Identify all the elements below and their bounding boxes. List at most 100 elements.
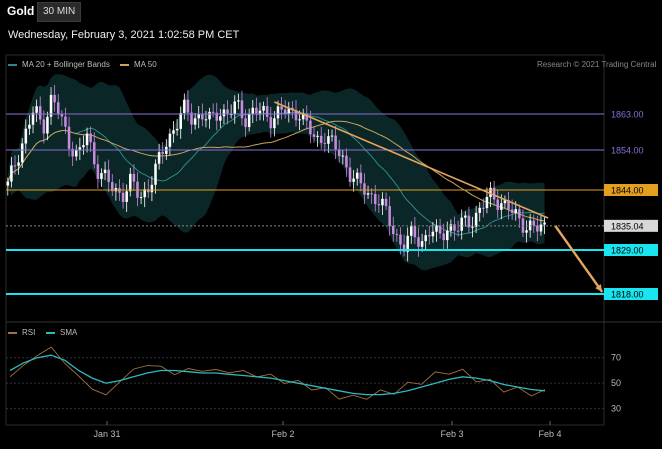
candle-body xyxy=(464,215,467,218)
candle-body xyxy=(193,118,197,125)
rsi-tick-30: 30 xyxy=(611,404,621,414)
candle-body xyxy=(442,233,445,241)
candle-body xyxy=(532,220,536,226)
level-tag-1829.00 xyxy=(604,244,658,256)
candle-body xyxy=(204,119,208,121)
candle-body xyxy=(265,105,269,117)
candle-body xyxy=(482,207,485,209)
legend-sma-label: SMA xyxy=(60,328,78,337)
candle-body xyxy=(334,135,337,150)
ma50-line xyxy=(7,120,545,222)
candle-body xyxy=(377,204,381,206)
candle-body xyxy=(20,143,24,163)
x-tick-label: Jan 31 xyxy=(93,429,120,439)
candle-body xyxy=(121,192,125,202)
research-credit: Research © 2021 Trading Central xyxy=(537,60,657,69)
candle-body xyxy=(255,107,258,114)
candle-body xyxy=(157,152,161,164)
candle-body xyxy=(420,241,424,247)
candle-body xyxy=(500,203,503,210)
candle-body xyxy=(273,118,276,129)
candlesticks xyxy=(6,84,546,262)
candle-body xyxy=(147,189,150,193)
candle-body xyxy=(474,212,478,227)
legend-bollinger-swatch xyxy=(8,63,17,66)
candle-body xyxy=(496,199,499,210)
candle-body xyxy=(17,162,20,166)
candle-body xyxy=(67,126,71,149)
candle-body xyxy=(89,133,92,143)
candle-body xyxy=(323,142,327,144)
candle-body xyxy=(150,184,154,193)
candle-body xyxy=(35,106,38,113)
candle-body xyxy=(413,225,417,238)
candle-body xyxy=(107,169,110,183)
candle-body xyxy=(327,136,330,144)
time-axis: Jan 31 Feb 2 Feb 3 Feb 4 xyxy=(93,421,562,439)
candle-body xyxy=(316,135,319,137)
candle-body xyxy=(82,145,85,148)
candle-body xyxy=(74,150,78,157)
candle-body xyxy=(226,109,229,115)
candle-body xyxy=(492,187,496,200)
candle-body xyxy=(10,165,13,182)
candle-body xyxy=(395,234,399,236)
candle-body xyxy=(363,183,366,195)
candle-body xyxy=(370,193,373,195)
projection-arrow-head xyxy=(595,284,603,292)
candle-body xyxy=(410,225,413,236)
level-tag-1844.00 xyxy=(604,184,658,196)
candle-body xyxy=(6,181,10,186)
candle-body xyxy=(471,226,474,228)
candle-body xyxy=(453,224,456,231)
timeframe-button[interactable]: 30 MIN xyxy=(37,2,82,22)
candle-body xyxy=(103,169,107,174)
candle-body xyxy=(175,128,179,131)
legend-ma50-label: MA 50 xyxy=(134,60,157,69)
candle-body xyxy=(143,189,146,198)
candle-body xyxy=(28,124,31,129)
candle-body xyxy=(424,235,427,242)
candle-body xyxy=(514,209,518,213)
candle-body xyxy=(222,109,226,117)
candle-body xyxy=(355,172,359,179)
legend-sma: SMA xyxy=(46,328,77,337)
candle-body xyxy=(539,224,543,232)
candle-body xyxy=(309,120,312,135)
candle-body xyxy=(373,194,377,205)
candle-body xyxy=(53,94,56,103)
candle-body xyxy=(132,173,136,182)
level-tag-1835.04 xyxy=(604,219,658,232)
candle-body xyxy=(330,135,334,137)
candle-body xyxy=(46,116,49,134)
candle-body xyxy=(197,113,200,119)
candle-body xyxy=(294,109,298,121)
level-label-1835.04: 1835.04 xyxy=(611,221,644,231)
legend-rsi-label: RSI xyxy=(22,328,36,337)
candle-body xyxy=(402,244,406,252)
candle-body xyxy=(287,107,291,114)
candle-body xyxy=(417,237,420,247)
candle-body xyxy=(42,119,46,134)
candle-body xyxy=(208,111,211,120)
symbol-label: Gold xyxy=(7,4,35,18)
rsi-tick-70: 70 xyxy=(611,353,621,363)
candle-body xyxy=(247,113,251,128)
price-levels: 1863.00 1854.00 1844.00 1835.04 1829.00 1818.… xyxy=(6,101,658,300)
candle-body xyxy=(536,225,539,232)
candle-body xyxy=(258,110,262,114)
chart-grid xyxy=(5,54,662,426)
candle-body xyxy=(125,191,128,202)
candle-body xyxy=(478,207,481,213)
candle-body xyxy=(301,113,305,120)
candle-body xyxy=(348,167,352,182)
projection-arrow xyxy=(554,225,604,293)
candle-body xyxy=(190,112,193,125)
candle-body xyxy=(428,235,431,237)
trendline xyxy=(274,101,549,219)
candle-body xyxy=(262,105,265,111)
level-label-1863.00: 1863.00 xyxy=(611,110,644,120)
level-label-1854.00: 1854.00 xyxy=(611,146,644,156)
candle-body xyxy=(384,198,388,207)
candle-body xyxy=(485,197,489,209)
